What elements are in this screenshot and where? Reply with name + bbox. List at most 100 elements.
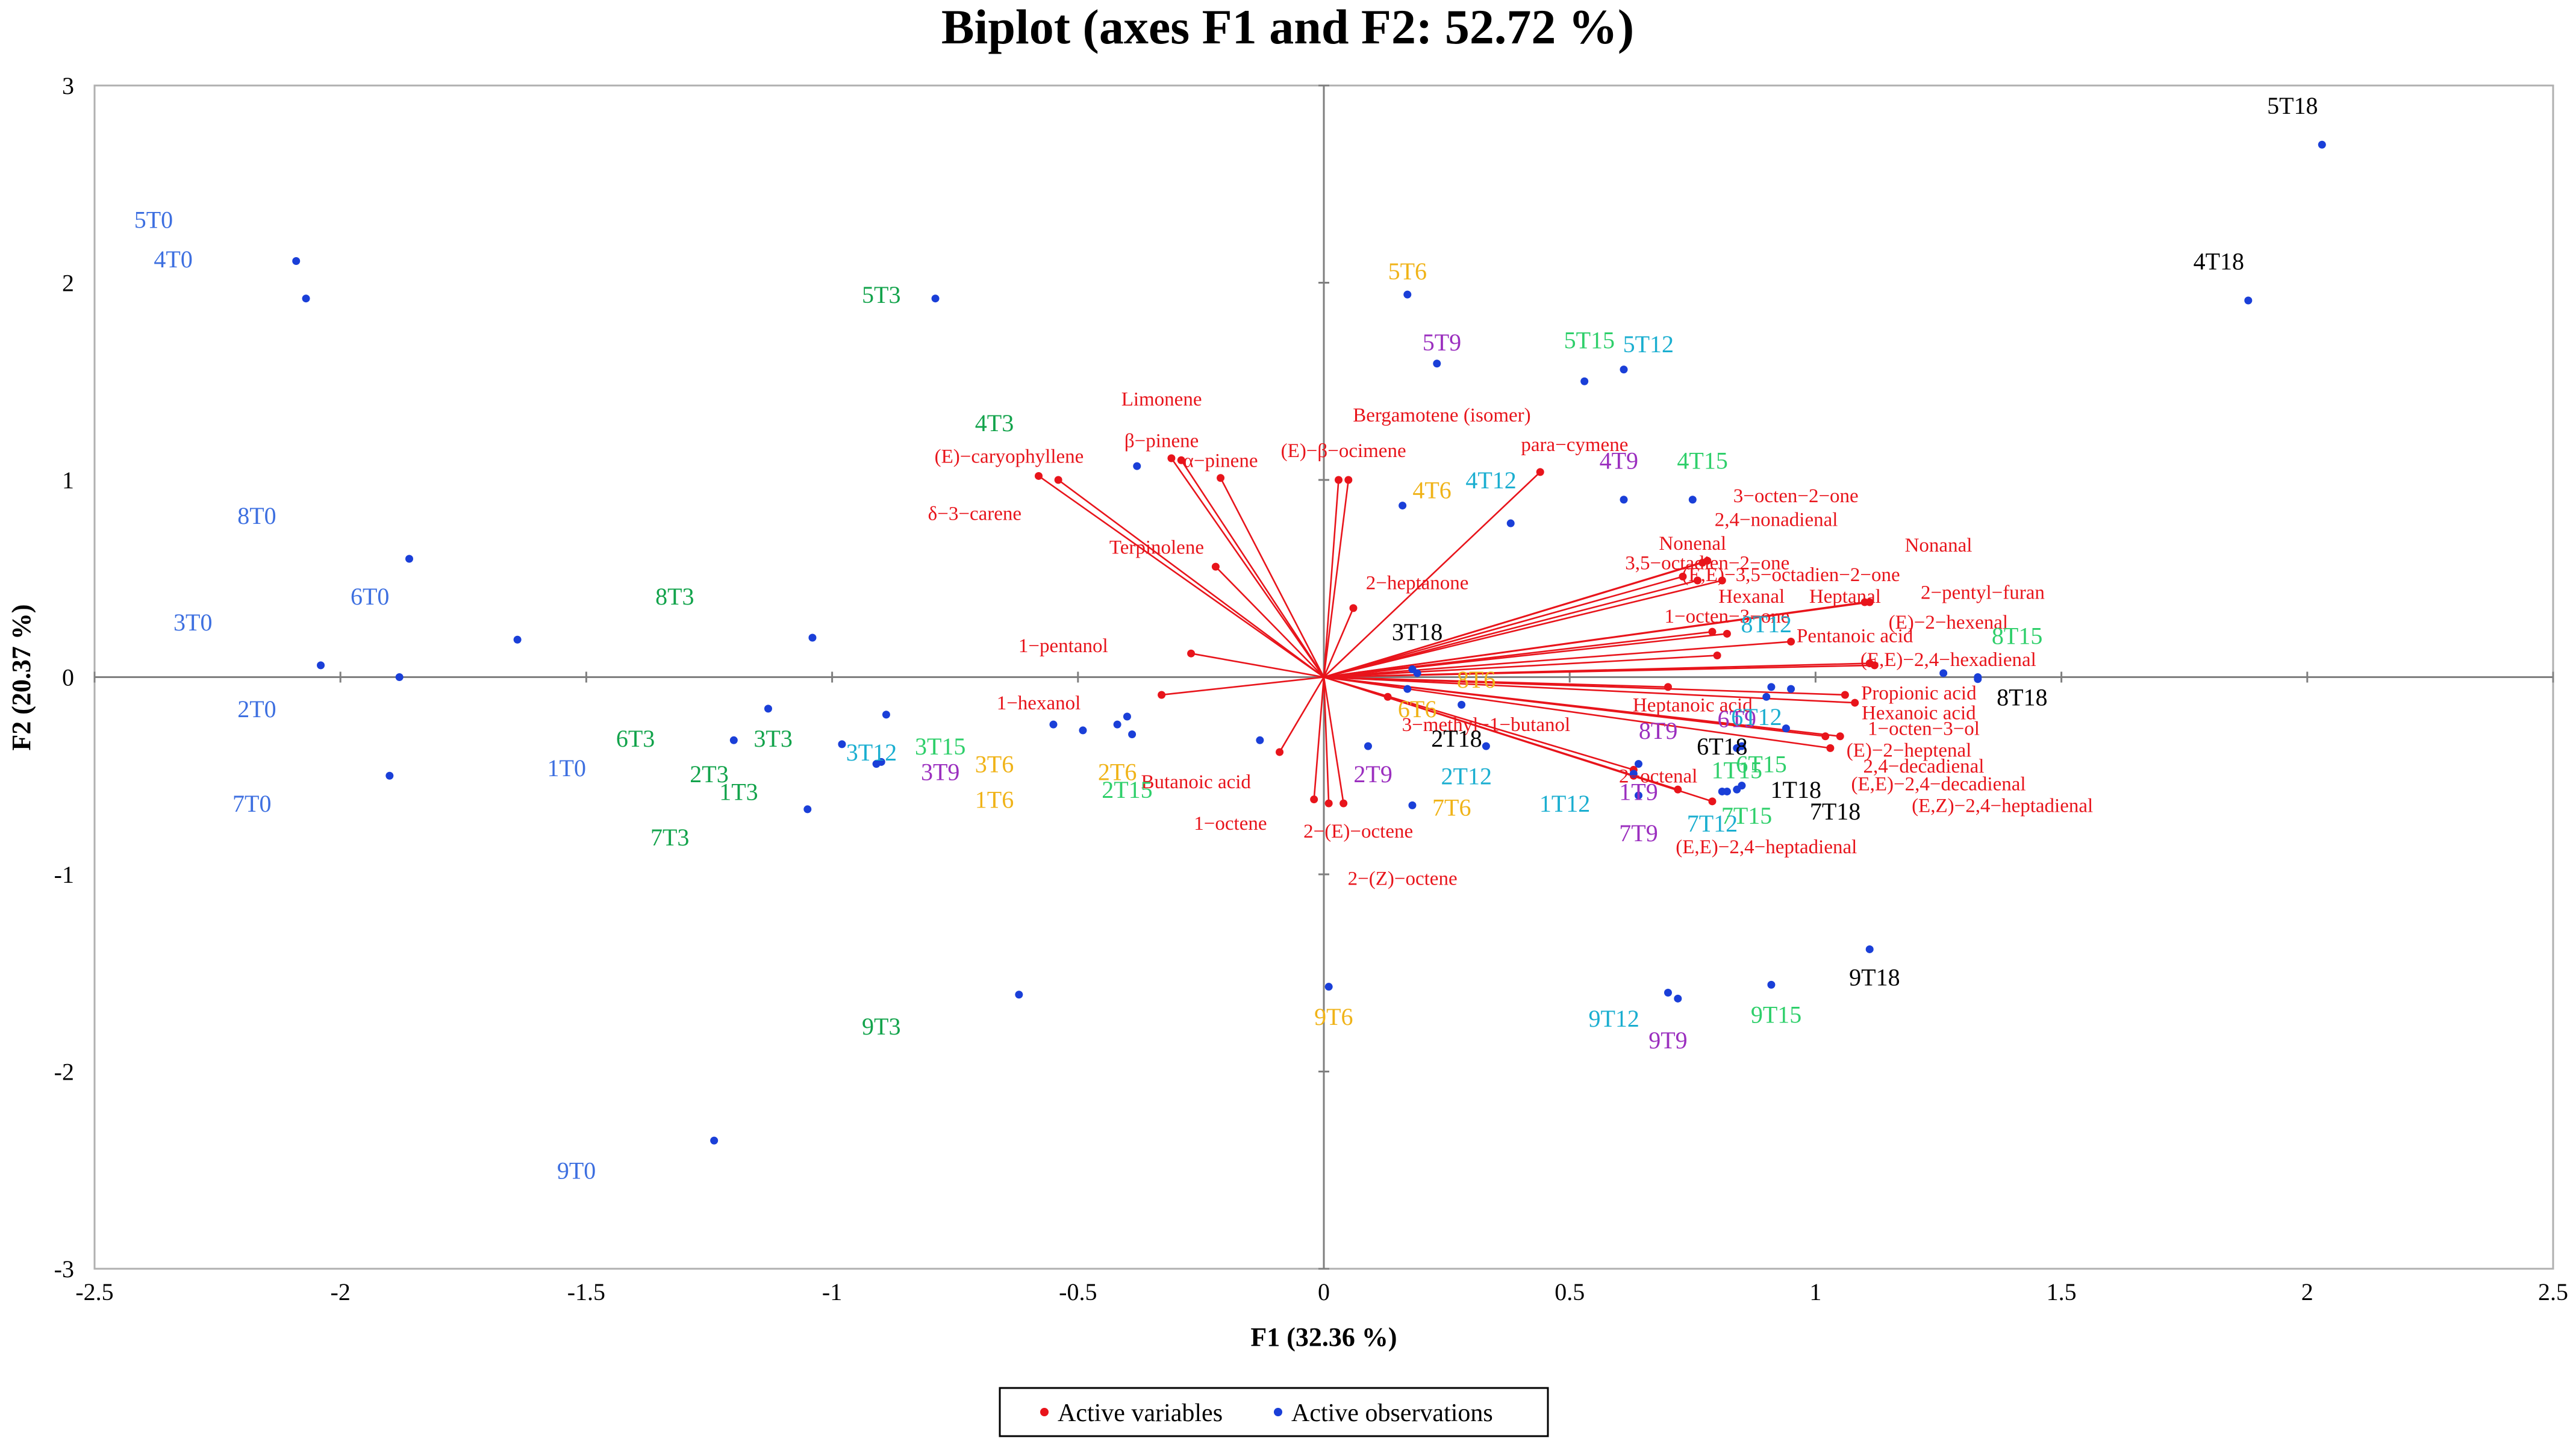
variable-label: (E,E)−3,5−octadien−2−one [1682,564,1900,586]
x-tick-label: 1 [1809,1278,1821,1305]
observation-point [1123,712,1131,721]
observation-point [1620,366,1628,374]
variable-point [1826,744,1835,752]
observation-point [1133,462,1141,470]
x-tick-label: 2.5 [2538,1278,2568,1305]
observation-label: 5T18 [2267,92,2318,119]
x-tick-label: -1.5 [567,1278,605,1305]
variable-point [1211,562,1220,571]
observation-point [1506,519,1515,527]
variable-label: 1−octen−3−ol [1868,718,1980,740]
observation-point [1733,744,1741,752]
observation-point [317,661,325,670]
y-tick-label: 1 [62,467,74,494]
observation-label: 1T12 [1539,790,1590,817]
observation-label: 3T9 [921,759,959,786]
observation-label: 8T18 [1997,683,2047,711]
variable-arrow [1323,579,1723,678]
observation-label: 4T9 [1600,447,1638,474]
observation-label: 3T15 [915,733,965,760]
observation-label: 3T3 [753,725,792,752]
observation-point [1408,665,1417,673]
observation-point [872,760,881,768]
observation-label: 5T0 [134,207,173,234]
observation-point [838,740,846,748]
legend-variables-label: Active variables [1058,1399,1223,1427]
observation-label: 4T6 [1412,476,1451,503]
variable-label: Heptanoic acid [1633,694,1753,716]
observation-point [385,771,394,780]
variable-label: 1−pentanol [1018,635,1108,657]
variable-arrow [1038,475,1324,678]
observation-point [803,805,812,814]
observation-point [764,705,772,713]
observation-label: 8T9 [1639,717,1677,744]
variable-label: (E,Z)−2,4−heptadienal [1912,795,2093,817]
variable-arrow [1170,458,1325,678]
x-tick-label: -2.5 [75,1278,113,1305]
legend-observations-marker [1274,1408,1282,1416]
variable-point [1217,474,1225,482]
observation-label: 3T0 [173,609,212,636]
observation-point [1113,720,1121,729]
observation-point [1688,496,1697,504]
observation-point [1433,359,1441,368]
variable-label: (E)−caryophyllene [935,446,1084,468]
variable-label: δ−3−carene [928,503,1021,525]
observation-label: 5T6 [1388,258,1427,285]
observation-label: 2T15 [1102,776,1152,803]
variable-arrow [1323,655,1718,678]
variable-point [1865,598,1874,606]
observation-point [1939,669,1948,677]
variable-label: para−cymene [1521,434,1628,456]
variable-label: Butanoic acid [1141,771,1252,793]
y-tick-label: -2 [54,1059,74,1086]
variable-label: (E,E)−2,4−hexadienal [1860,649,2036,671]
x-axis-title: F1 (32.36 %) [1250,1322,1397,1352]
observation-label: 7T3 [650,824,689,851]
variable-point [1334,476,1343,484]
observation-label: 6T12 [1731,703,1782,730]
observation-label: 4T15 [1677,447,1727,474]
observation-label: 3T6 [975,751,1014,778]
observation-label: 6T9 [1718,705,1756,732]
variable-point [1836,732,1844,741]
y-tick-label: -1 [54,861,74,888]
observation-label: 9T12 [1588,1005,1639,1032]
variable-arrow [1323,641,1791,678]
observation-label: 4T3 [975,409,1014,437]
observation-point [1767,683,1776,691]
variable-label: (E,E)−2,4−heptadienal [1676,836,1857,858]
observation-point [729,736,738,744]
observation-point [513,635,522,644]
y-tick-label: -3 [54,1256,74,1283]
variable-point [1349,604,1358,612]
variable-point [1276,748,1284,756]
variable-arrow [1323,560,1708,678]
observation-label: 9T6 [1314,1003,1353,1030]
observation-point [1482,742,1490,750]
x-tick-label: -2 [331,1278,351,1305]
variable-arrow [1323,676,1668,688]
variable-label: 3−octen−2−one [1733,485,1859,507]
x-tick-label: 1.5 [2047,1278,2077,1305]
variable-label: 2−(E)−octene [1303,821,1413,842]
observation-point [1629,770,1638,778]
observation-label: 5T9 [1423,329,1461,356]
variable-label: 2−pentyl−furan [1921,582,2045,604]
variable-label: Limonene [1121,389,1202,411]
observation-label: 2T0 [237,695,276,723]
observation-point [882,711,890,719]
observation-label: 1T6 [975,786,1014,814]
variable-point [1870,661,1879,670]
observation-label: 7T18 [1810,798,1860,825]
observation-point [1364,742,1372,750]
observation-label: 9T0 [557,1157,596,1184]
variable-point [1054,476,1062,484]
observation-label: 2T3 [690,761,728,788]
observation-point [1664,989,1672,997]
observation-label: 1T18 [1771,776,1821,803]
variable-label: Pentanoic acid [1797,626,1913,647]
